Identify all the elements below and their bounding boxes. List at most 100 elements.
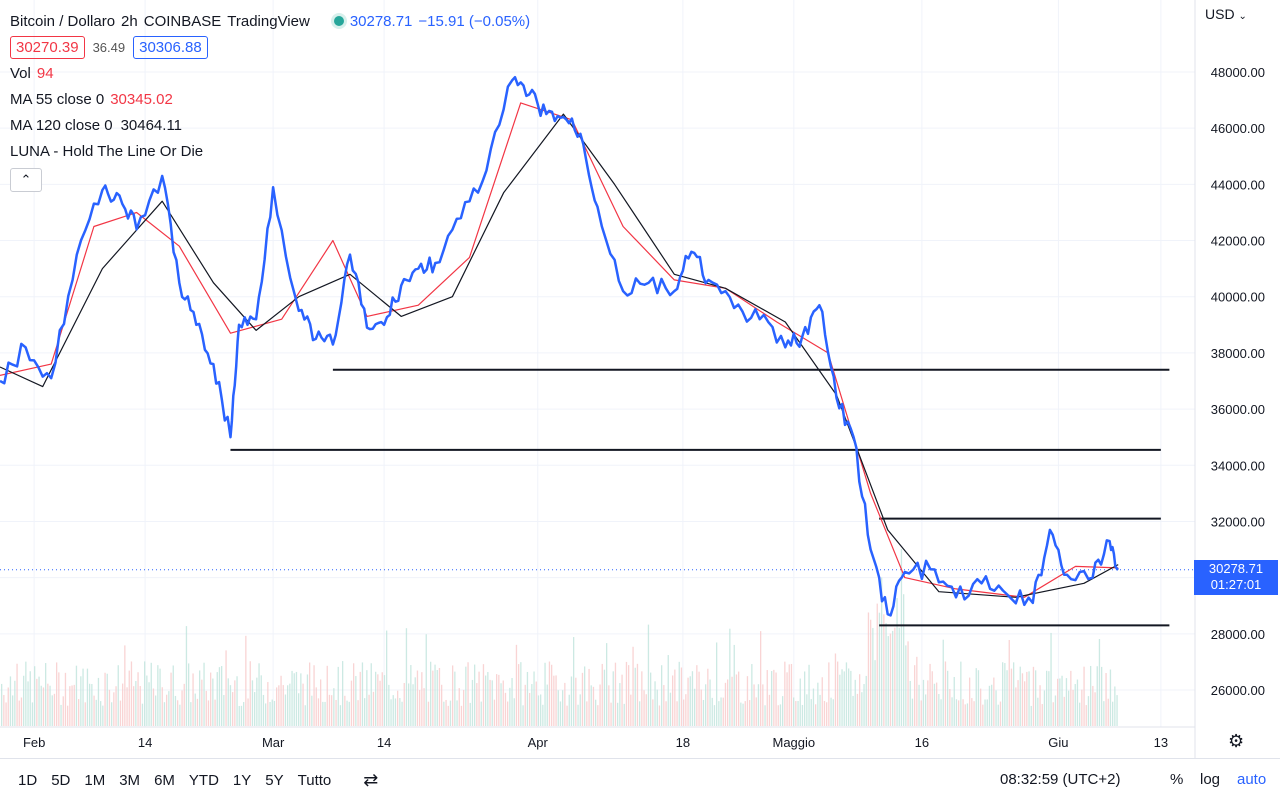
volume-bar — [177, 700, 179, 726]
volume-bar — [507, 701, 509, 726]
volume-bar — [381, 672, 383, 726]
volume-bar — [977, 670, 980, 726]
buy-button[interactable]: 30306.88 — [133, 35, 208, 59]
volume-bar — [676, 701, 678, 726]
range-3m-button[interactable]: 3M — [119, 771, 141, 789]
volume-bar — [89, 683, 91, 726]
range-1m-button[interactable]: 1M — [84, 771, 106, 789]
log-toggle[interactable]: log — [1200, 771, 1221, 788]
volume-bar — [795, 701, 797, 726]
volume-bar — [452, 665, 454, 726]
volume-bar — [909, 680, 911, 726]
volume-bar — [1065, 678, 1068, 726]
chart-area[interactable]: 48000.00 46000.00 44000.00 42000.00 40000.00… — [0, 0, 1280, 758]
volume-bar — [5, 702, 7, 726]
volume-bar — [425, 634, 427, 726]
range-5d-button[interactable]: 5D — [51, 771, 71, 789]
volume-bar — [405, 628, 408, 726]
replay-icon[interactable]: ⇄ — [363, 769, 379, 790]
indicator-ma55[interactable]: MA 55 close 0 30345.02 — [10, 86, 536, 112]
interval-label[interactable]: 2h — [121, 12, 138, 30]
volume-bar — [702, 699, 705, 726]
auto-toggle[interactable]: auto — [1237, 771, 1267, 788]
volume-bar — [817, 682, 819, 726]
volume-bar — [130, 661, 133, 726]
volume-bar — [190, 702, 192, 726]
volume-bar — [111, 702, 113, 726]
x-tick-label: 14 — [138, 735, 152, 750]
volume-bar — [826, 702, 828, 726]
volume-bar — [443, 701, 445, 726]
sell-button[interactable]: 30270.39 — [10, 35, 85, 59]
volume-bar — [449, 700, 452, 726]
volume-bar — [62, 696, 64, 726]
volume-bar — [588, 668, 590, 726]
volume-bar — [949, 689, 951, 726]
volume-bar — [196, 698, 199, 726]
volume-bar — [58, 672, 60, 726]
collapse-legend-button[interactable]: ⌃ — [10, 168, 42, 192]
indicator-ma120[interactable]: MA 120 close 0 30464.11 — [10, 112, 536, 138]
volume-bar — [467, 662, 469, 726]
volume-bar — [1046, 670, 1048, 726]
volume-bar — [124, 645, 126, 726]
volume-bar — [779, 704, 782, 726]
volume-bar — [1076, 679, 1079, 726]
volume-bar — [586, 701, 588, 726]
volume-bar — [929, 663, 931, 726]
volume-bar — [1017, 680, 1019, 726]
volume-bar — [36, 678, 38, 726]
percent-toggle[interactable]: % — [1170, 771, 1184, 788]
volume-bar — [548, 661, 551, 726]
ma55-label: MA 55 close 0 — [10, 90, 105, 108]
range-ytd-button[interactable]: YTD — [188, 771, 219, 789]
volume-bar — [300, 673, 302, 726]
volume-bar — [1109, 669, 1112, 726]
volume-bar — [617, 702, 619, 726]
volume-bar — [102, 705, 104, 726]
volume-bar — [683, 699, 685, 726]
volume-bar — [557, 690, 559, 726]
chevron-down-icon: ⌄ — [1238, 11, 1247, 22]
volume-bar — [1013, 662, 1015, 726]
range-6m-button[interactable]: 6M — [154, 771, 175, 789]
y-tick-label: 44000.00 — [1211, 177, 1265, 192]
range-all-button[interactable]: Tutto — [297, 771, 332, 789]
volume-bar — [1021, 673, 1024, 726]
spread-value: 36.49 — [92, 39, 126, 55]
volume-bar — [1030, 705, 1032, 726]
volume-bar — [500, 683, 502, 726]
indicator-vol[interactable]: Vol 94 — [10, 60, 536, 86]
clock-label[interactable]: 08:32:59 (UTC+2) — [1000, 771, 1121, 788]
volume-bar — [973, 701, 975, 726]
volume-bar — [69, 686, 71, 726]
currency-selector[interactable]: USD ⌄ — [1205, 6, 1247, 22]
volume-bar — [53, 693, 56, 726]
volume-bar — [850, 670, 852, 726]
x-tick-label: 13 — [1154, 735, 1168, 750]
volume-bar — [982, 704, 984, 726]
volume-bar — [474, 664, 476, 726]
volume-bar — [56, 662, 58, 726]
volume-bar — [718, 701, 720, 726]
volume-bar — [273, 700, 276, 726]
range-5y-button[interactable]: 5Y — [265, 771, 284, 789]
range-1y-button[interactable]: 1Y — [232, 771, 252, 789]
volume-bar — [339, 705, 342, 726]
volume-bar — [707, 668, 709, 726]
volume-bar — [1072, 689, 1074, 726]
indicator-script[interactable]: LUNA - Hold The Line Or Die — [10, 138, 536, 164]
volume-bar — [144, 661, 146, 726]
x-tick-label: Apr — [528, 735, 549, 750]
volume-bar — [1114, 686, 1116, 726]
volume-bar — [309, 662, 311, 726]
volume-bar — [91, 684, 93, 726]
volume-bar — [1098, 639, 1101, 726]
symbol-name[interactable]: Bitcoin / Dollaro — [10, 12, 116, 30]
volume-bar — [614, 662, 617, 726]
volume-bar — [117, 665, 119, 726]
gear-icon[interactable]: ⚙ — [1228, 731, 1245, 751]
volume-bar — [216, 672, 218, 726]
volume-bar — [251, 680, 254, 726]
range-1d-button[interactable]: 1D — [18, 771, 38, 789]
